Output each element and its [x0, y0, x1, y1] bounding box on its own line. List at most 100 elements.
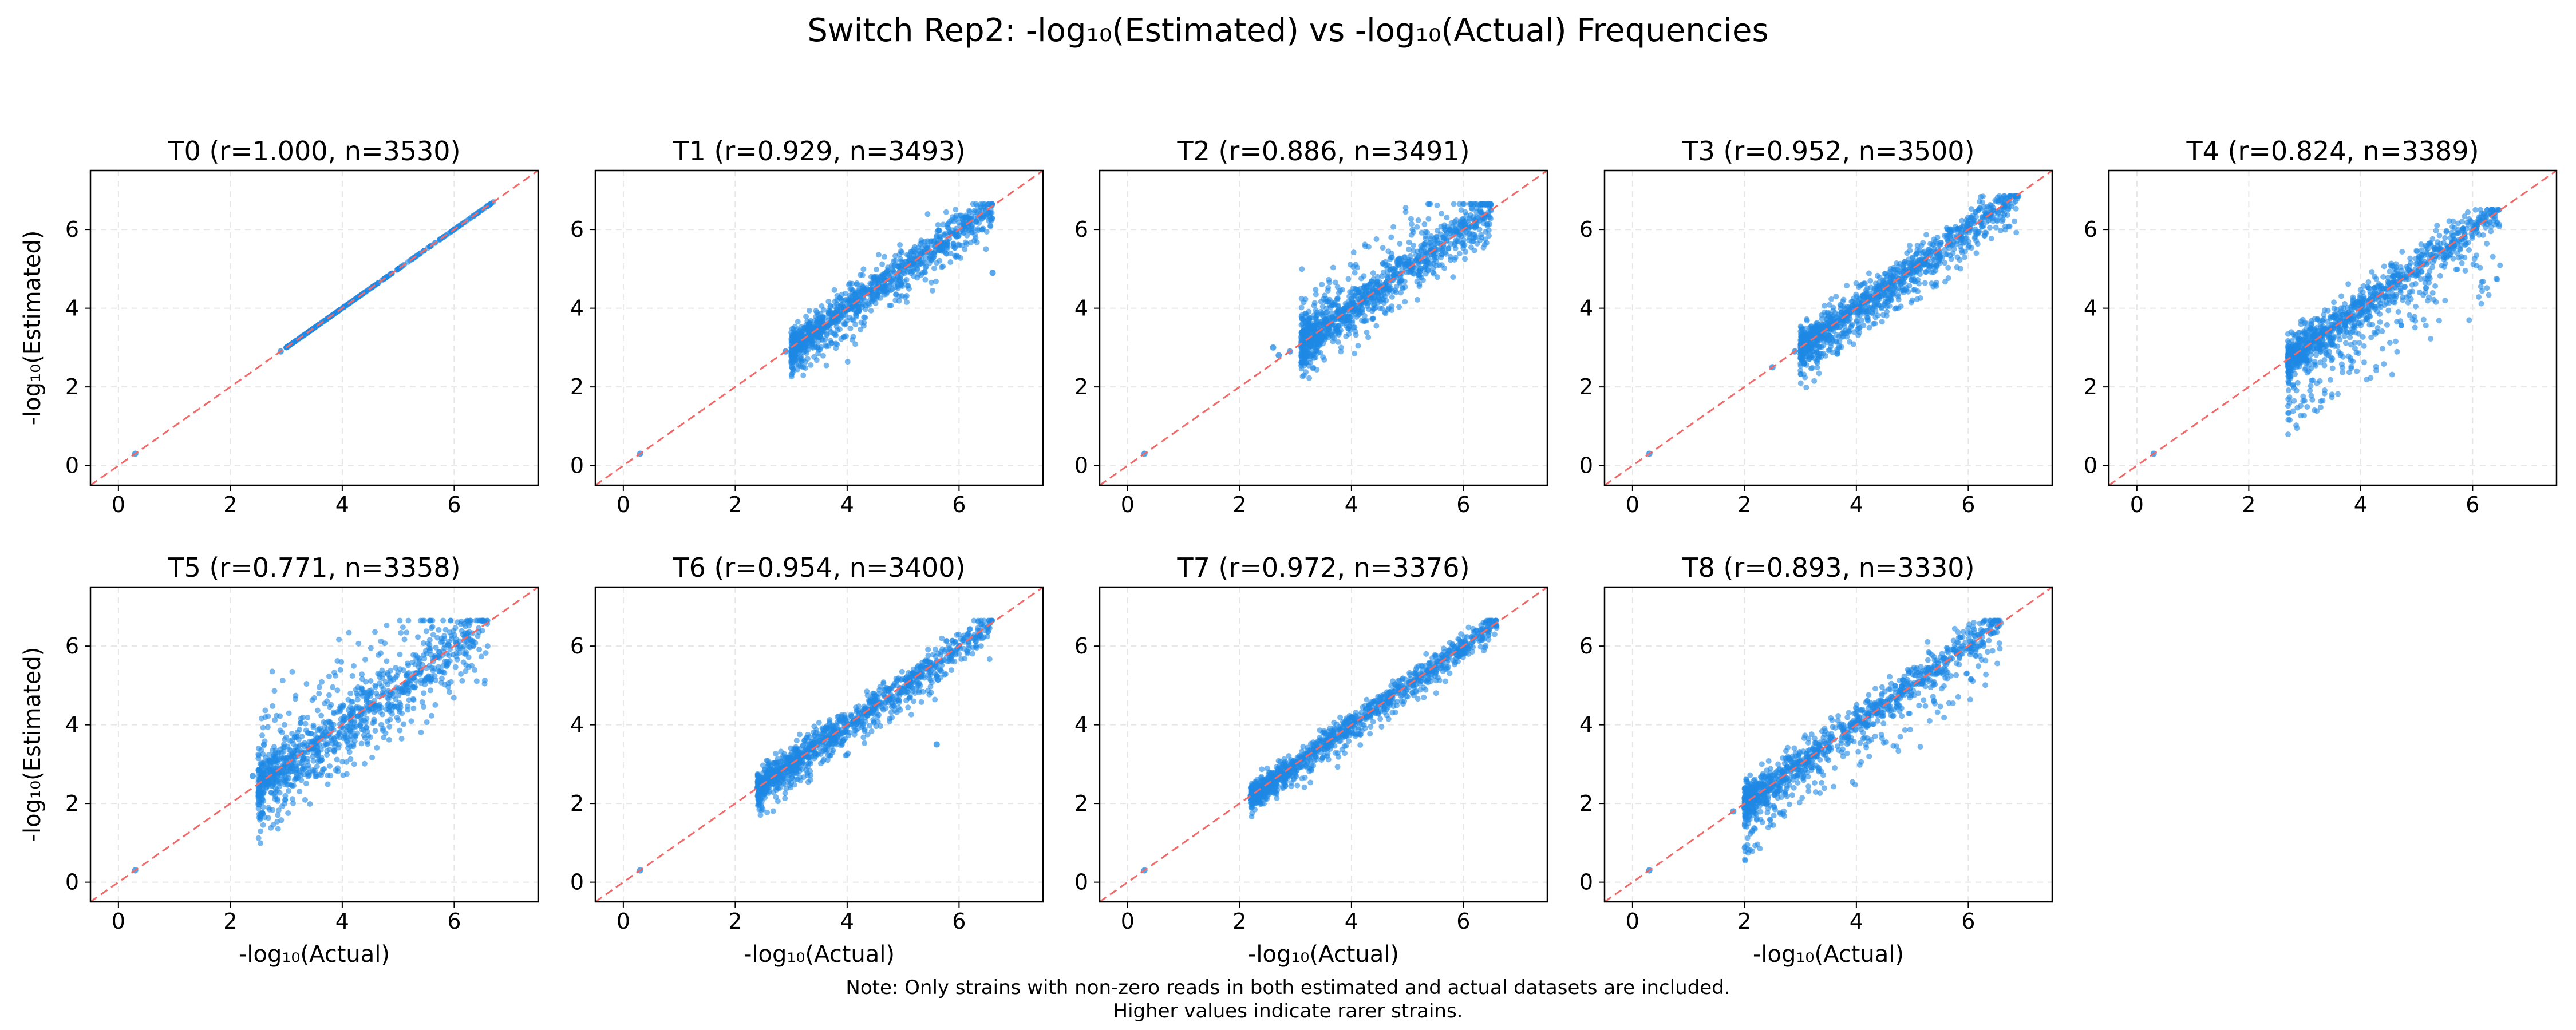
data-point [2371, 285, 2377, 291]
data-point [2392, 338, 2399, 344]
data-point [1853, 280, 1859, 286]
data-point [1926, 264, 1933, 270]
data-point [1925, 247, 1931, 253]
data-point [1816, 370, 1822, 377]
data-point [1408, 232, 1415, 238]
data-point [814, 316, 820, 322]
data-point [2333, 318, 2339, 324]
data-point [1406, 246, 1412, 252]
data-point [1374, 274, 1381, 280]
data-point [1965, 220, 1971, 226]
data-point [1409, 227, 1416, 233]
data-point [2397, 287, 2404, 294]
y-tick-label: 4 [2084, 296, 2097, 321]
data-point [2431, 296, 2437, 303]
data-point [2340, 305, 2346, 311]
data-point [1400, 286, 1406, 292]
scatter-points [1141, 201, 1494, 457]
x-tick-label: 4 [1345, 492, 1358, 517]
data-point [2347, 334, 2353, 340]
data-point [2005, 207, 2012, 213]
data-point [1997, 227, 2004, 233]
x-tick-label: 4 [335, 492, 349, 517]
data-point [1830, 313, 1836, 319]
data-point [2473, 219, 2479, 225]
data-point [2443, 228, 2449, 235]
data-point [1345, 276, 1352, 282]
data-point [2397, 318, 2404, 324]
data-point [1997, 197, 2004, 204]
data-point [841, 334, 847, 340]
data-point [1914, 243, 1921, 249]
data-point [834, 327, 840, 334]
y-tick-label: 0 [2084, 453, 2097, 478]
data-point [1850, 341, 1856, 347]
data-point [1365, 284, 1371, 290]
x-tick-label: 0 [112, 492, 125, 517]
data-point [1959, 217, 1965, 224]
data-point [986, 201, 993, 207]
data-point [2341, 333, 2348, 339]
data-point [2340, 365, 2346, 371]
data-point [2407, 255, 2413, 262]
data-point [1899, 287, 1905, 294]
data-point [1321, 296, 1327, 302]
data-point [934, 228, 941, 235]
data-point [2317, 343, 2324, 349]
data-point [966, 208, 973, 214]
data-point [2357, 301, 2363, 307]
data-point [1423, 229, 1429, 235]
data-point [798, 324, 804, 330]
data-point [1406, 239, 1412, 245]
data-point [2395, 309, 2401, 315]
data-point [2449, 232, 2456, 239]
data-point [1417, 266, 1424, 272]
data-point [904, 299, 910, 306]
data-point [2390, 299, 2396, 305]
data-point [1425, 267, 1431, 274]
data-point [2343, 311, 2349, 317]
data-point [2420, 316, 2427, 323]
data-point [1414, 224, 1420, 230]
data-point [1462, 209, 1468, 215]
data-point [1957, 257, 1963, 263]
data-point [2312, 332, 2318, 339]
data-point [2471, 256, 2478, 262]
data-point [350, 663, 357, 669]
data-point [1886, 303, 1893, 309]
panel-title: T1 (r=0.929, n=3493) [672, 136, 965, 167]
x-tick-label: 2 [1232, 492, 1246, 517]
data-point [1910, 259, 1917, 266]
data-point [438, 675, 445, 682]
axes-frame [594, 169, 1044, 486]
data-point [1994, 217, 2000, 223]
data-point [1915, 265, 1922, 271]
data-point [862, 315, 868, 321]
data-point [829, 319, 835, 326]
data-point [1894, 270, 1901, 276]
data-point [1362, 288, 1369, 294]
data-point [1440, 234, 1447, 240]
data-point [2413, 256, 2419, 262]
data-point [2399, 267, 2405, 274]
data-point [1309, 338, 1315, 344]
data-point [2301, 398, 2308, 404]
data-point [1973, 250, 1980, 256]
axes-frame [2108, 169, 2558, 486]
data-point [1375, 299, 1381, 306]
data-point [1933, 279, 1939, 286]
data-point [852, 341, 859, 347]
data-point [1413, 266, 1419, 272]
data-point [2454, 266, 2460, 272]
data-point [972, 213, 978, 220]
data-point [2298, 355, 2305, 361]
data-point [2365, 279, 2372, 286]
data-point [1375, 295, 1381, 301]
data-point [2426, 294, 2432, 300]
data-point [2350, 358, 2356, 365]
data-point [384, 622, 390, 628]
data-point [1423, 233, 1429, 239]
data-point [2455, 230, 2461, 236]
data-point [1801, 371, 1807, 378]
y-tick-label: 2 [570, 374, 584, 399]
